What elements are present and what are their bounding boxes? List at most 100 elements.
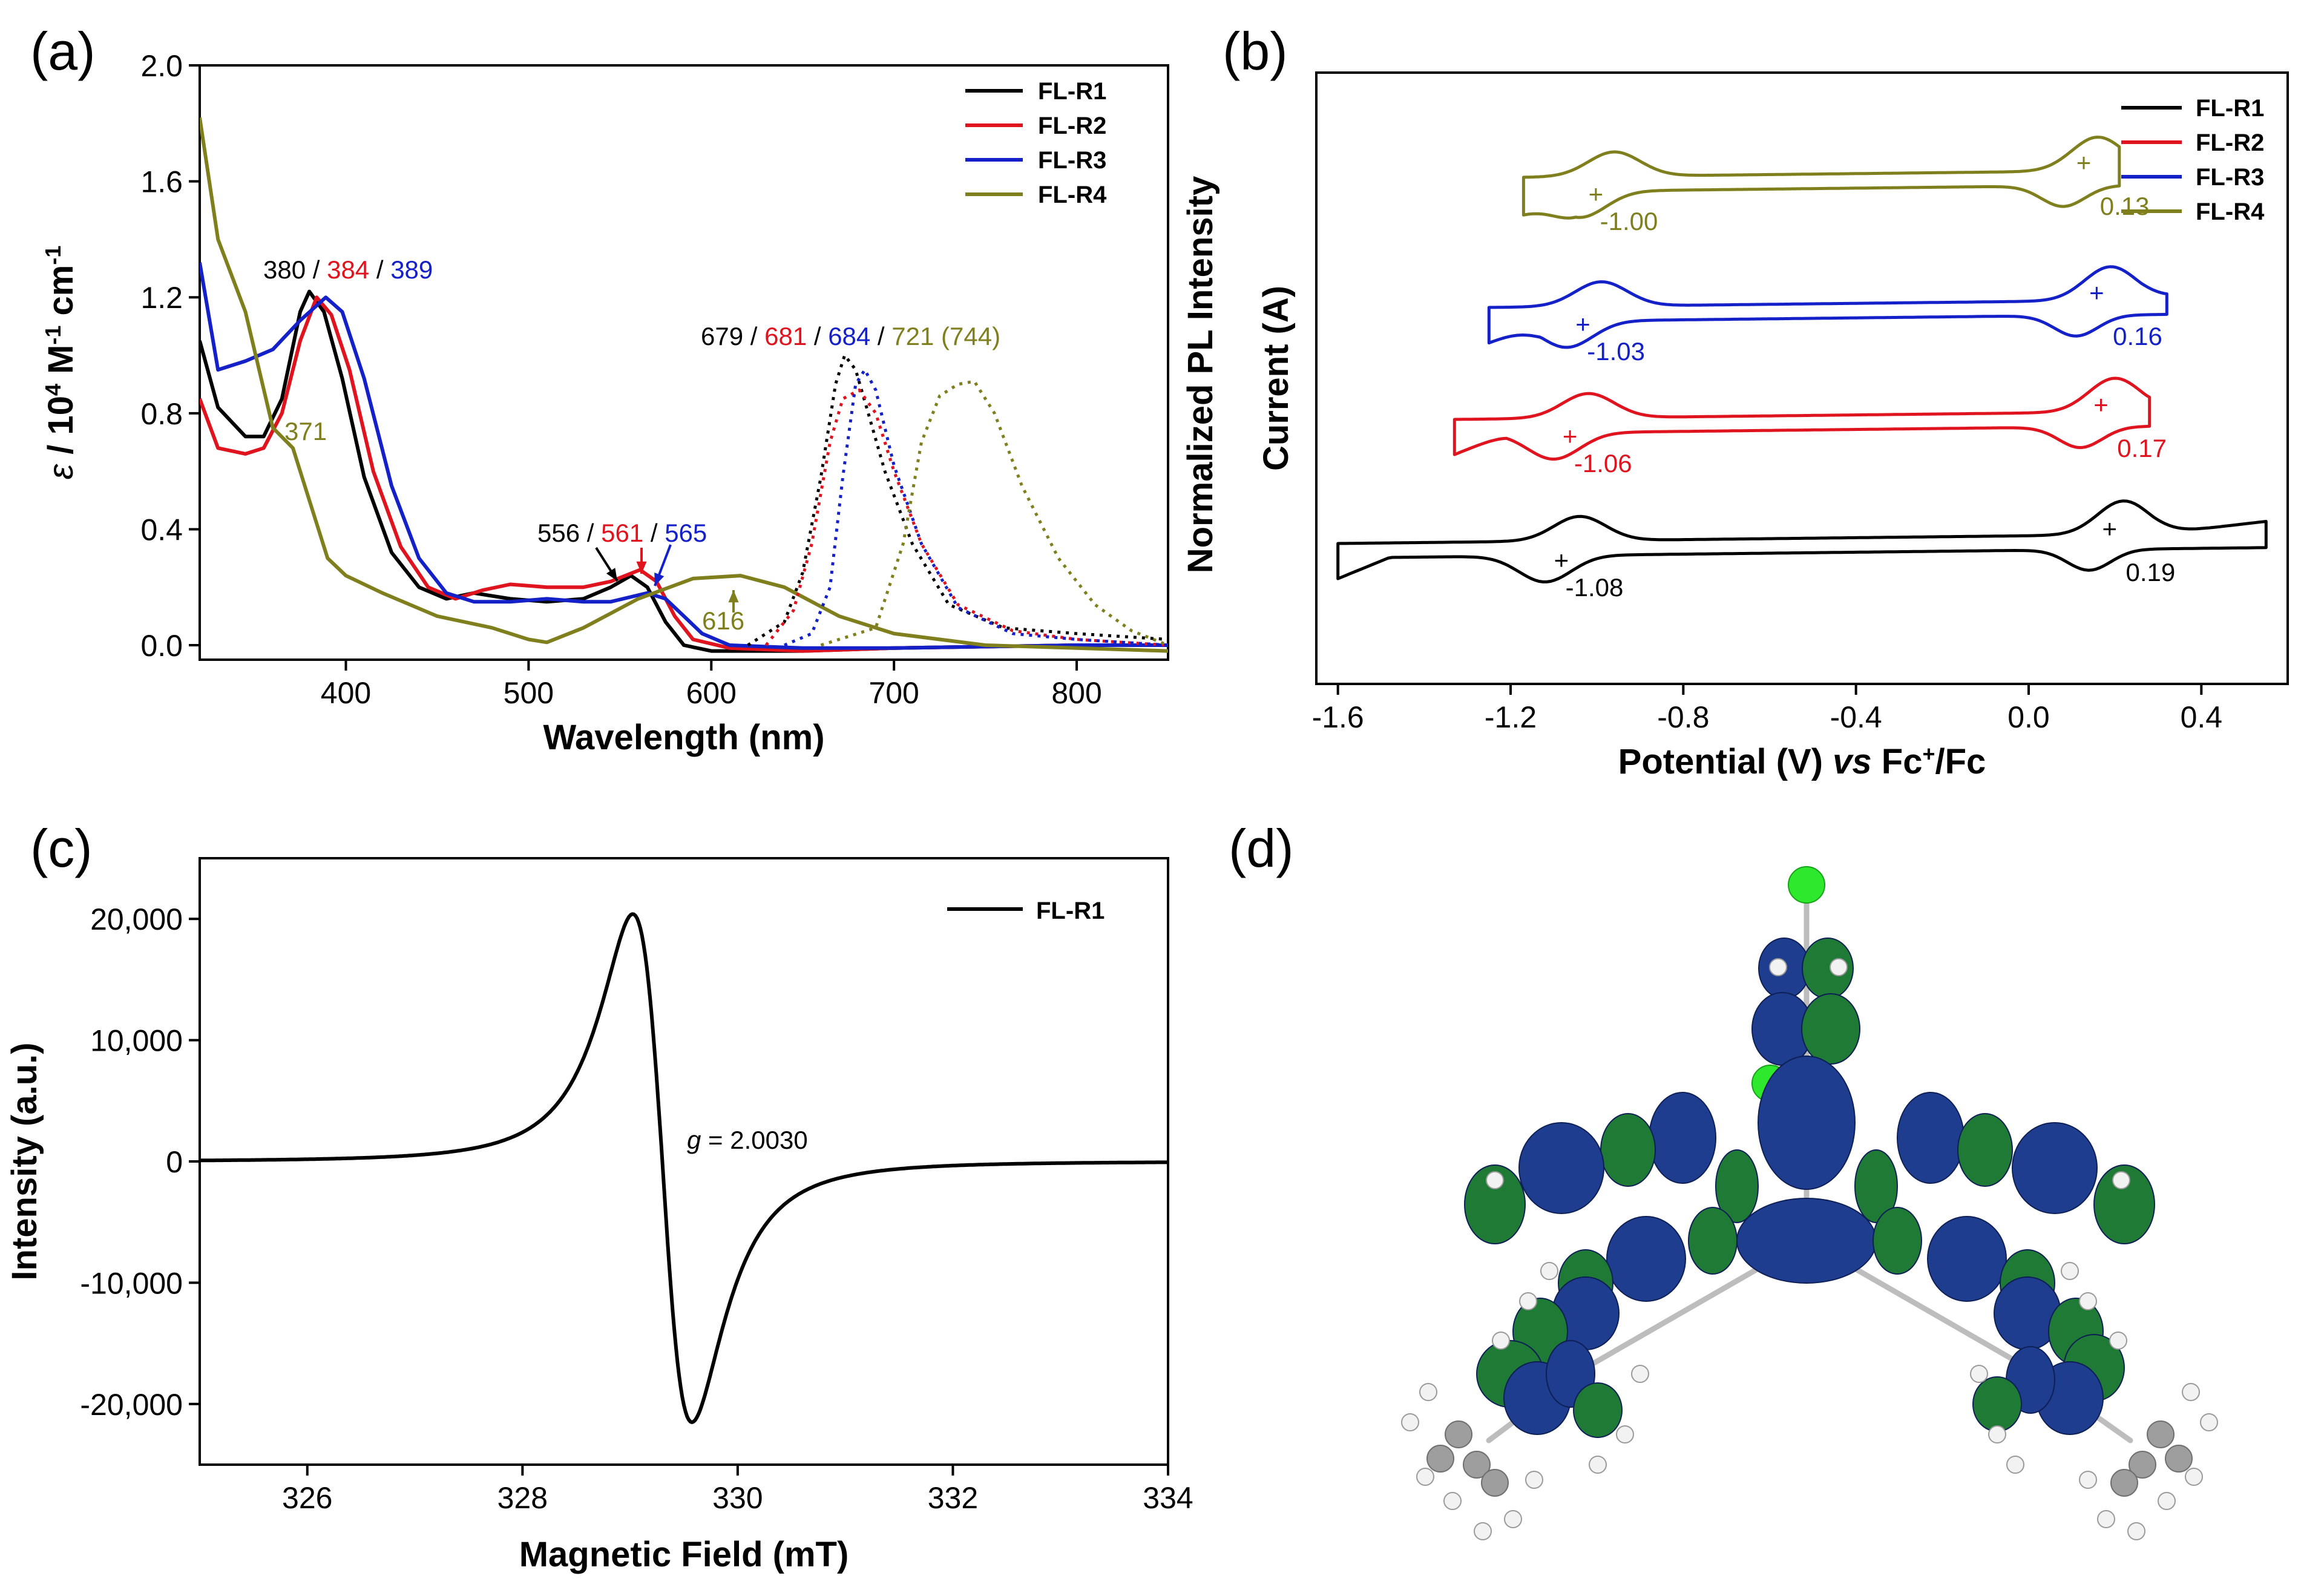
carbon-atom [1426,1445,1454,1473]
annotation-part: 384 [327,255,369,284]
hydrogen-atom [1631,1365,1649,1383]
reduction-potential-label: -1.00 [1600,207,1658,235]
y-axis-label: ε / 104 M-1 cm-1 [41,246,81,480]
annotation-part: 684 [828,322,870,350]
y-axis-label-part: -1 [41,246,65,265]
lobe-green [2093,1164,2155,1244]
legend-entry: FL-R1 [2196,95,2264,122]
hydrogen-atom [2079,1471,2097,1489]
lobe-green [1801,993,1860,1065]
half-wave-marker: + [2089,278,2104,307]
hydrogen-atom [1589,1456,1607,1474]
y-tick-label: 1.2 [140,281,183,315]
x-axis-label-part: + [1922,741,1935,766]
hydrogen-atom [1416,1468,1434,1486]
absorption-line-fl-r2 [200,295,1168,653]
half-wave-marker: + [1554,546,1569,574]
x-tick-label: 700 [868,676,919,710]
hydrogen-atom [1486,1171,1504,1189]
half-wave-marker: + [1575,310,1590,338]
y-tick-label: 0.8 [140,397,183,431]
half-wave-marker: + [2076,148,2092,177]
legend-entry: FL-R4 [1038,182,1107,208]
plot-frame [199,64,1169,661]
annotation-part: / [743,322,764,350]
y-axis-label-part: M [41,345,80,384]
half-wave-marker: + [1589,180,1604,208]
annotation-part: 721 (744) [891,322,1000,350]
hydrogen-atom [2006,1456,2024,1474]
reduction-potential-label: -1.08 [1566,573,1624,602]
reduction-potential-label: -1.03 [1587,337,1645,366]
annotation-part: / [580,519,601,547]
annotation-r4-band: 616 [702,606,744,635]
x-tick-label: -1.2 [1485,700,1537,734]
x-tick-label: 0.4 [2181,700,2223,734]
annotation-part: 556 [537,519,580,547]
annotation-part: 679 [701,322,743,350]
half-wave-marker: + [2093,390,2109,419]
hydrogen-atom [2061,1262,2079,1280]
y-axis-label: Intensity (a.u.) [5,1042,44,1280]
y-axis-label-part: -1 [41,326,65,345]
epr-line-fl-r1 [199,912,1169,1424]
oxidation-potential-label: 0.17 [2117,434,2167,462]
lobe-blue [2012,1122,2098,1214]
hydrogen-atom [2079,1292,2097,1310]
x-tick-label: 330 [712,1481,763,1515]
x-axis-label-part: vs [1833,742,1872,781]
arrow-r3-q-head [654,573,665,586]
legend-entry: FL-R3 [2196,164,2264,191]
lobe-green [1972,1376,2022,1432]
chlorine-atom [1788,866,1825,904]
lobe-green [1854,1149,1898,1223]
x-tick-label: 400 [321,676,371,710]
panel-b-chart: -1.6 -1.2 -0.8 -0.4 0.0 0.4 Potential (V) vs F… [1256,71,2289,781]
panel-a-chart: 400 500 600 700 800 0.0 0.4 0.8 1.2 1.6 2.0 Wavelen… [41,49,1221,757]
panel-label-c: (c) [30,818,93,878]
panel-label-a: (a) [30,21,96,81]
hydrogen-atom [1540,1262,1558,1280]
pl-line-fl-r3 [784,368,1168,647]
hydrogen-atom [1419,1383,1437,1401]
right-y-axis-label: Normalized PL Intensity [1181,176,1220,573]
oxidation-potential-label: 0.13 [2100,192,2150,220]
x-tick-label: -1.6 [1312,700,1364,734]
y-axis-label-part: / 10 [41,396,80,464]
half-wave-marker: + [1563,422,1578,450]
lobe-blue [1606,1216,1686,1302]
lobe-green [1600,1113,1656,1187]
cv-loop-fl-r3 [1487,265,2168,349]
hydrogen-atom [1401,1413,1419,1431]
hydrogen-atom [2158,1492,2176,1510]
lobe-green [1688,1207,1738,1275]
annotation-part: 616 [702,606,744,635]
hydrogen-atom [1443,1492,1462,1510]
oxidation-potential-label: 0.16 [2113,322,2162,350]
x-axis-label-part: /Fc [1935,742,1986,781]
hydrogen-atom [2109,1332,2127,1350]
lobe-green [1573,1382,1623,1438]
y-axis-label-part: 4 [41,384,65,396]
y-tick-label: -20,000 [80,1388,183,1422]
y-tick-label: 1.6 [140,165,183,199]
arrow-r1-q-head [606,568,617,581]
lobe-blue [1518,1122,1604,1214]
legend-entry: FL-R1 [1038,78,1106,105]
hydrogen-atom [1492,1332,1510,1350]
carbon-atom [2165,1445,2193,1473]
y-axis-label-part: cm [41,265,80,326]
hydrogen-atom [1769,958,1787,976]
pl-line-fl-r4 [820,379,1168,647]
annotation-part: / [870,322,891,350]
x-axis-label-part: Fc [1872,742,1923,781]
y-tick-label: 2.0 [140,49,183,83]
carbon-atom [2129,1451,2156,1479]
y-tick-label: 0 [166,1145,183,1179]
x-tick-label: -0.4 [1830,700,1882,734]
annotation-soret-peaks: 380 / 384 / 389 [263,255,433,284]
carbon-atom [1481,1469,1509,1497]
legend-entry: FL-R3 [1038,147,1106,174]
lobe-green [1873,1207,1922,1275]
